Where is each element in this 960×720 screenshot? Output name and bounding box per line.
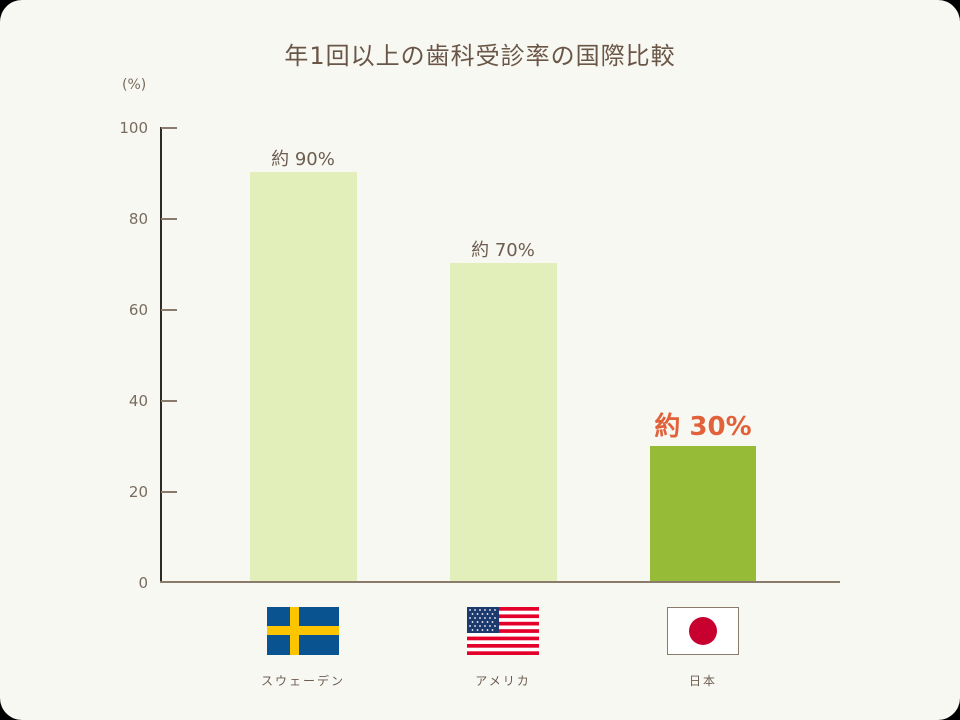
y-tick-20 — [161, 491, 177, 493]
bar-value-label-japan: 約 30% — [654, 412, 752, 442]
country-label-usa: アメリカ — [475, 674, 531, 688]
y-axis-unit: (%) — [122, 77, 147, 93]
y-tick-80 — [161, 218, 177, 220]
y-tick-label: 60 — [128, 301, 148, 319]
x-axis-line — [160, 581, 840, 583]
japan-flag-icon — [667, 607, 739, 655]
y-tick-label: 80 — [128, 210, 148, 228]
y-tick-40 — [161, 400, 177, 402]
bar-value-label-sweden: 約 90% — [271, 149, 335, 170]
y-tick-60 — [161, 309, 177, 311]
bar-usa — [450, 263, 557, 582]
bar-japan — [650, 446, 756, 582]
y-tick-label: 0 — [138, 574, 148, 592]
bar-value-label-usa: 約 70% — [471, 240, 535, 261]
bar-sweden — [250, 172, 357, 582]
y-axis-line — [160, 127, 162, 583]
chart-title: 年1回以上の歯科受診率の国際比較 — [284, 42, 676, 70]
y-tick-100 — [161, 127, 177, 129]
country-label-sweden: スウェーデン — [260, 674, 345, 688]
y-tick-label: 20 — [128, 483, 148, 501]
y-tick-label: 40 — [128, 392, 148, 410]
sweden-flag-icon — [267, 607, 339, 655]
usa-flag-icon — [467, 607, 539, 655]
y-tick-label: 100 — [119, 119, 148, 137]
country-label-japan: 日本 — [688, 674, 717, 688]
